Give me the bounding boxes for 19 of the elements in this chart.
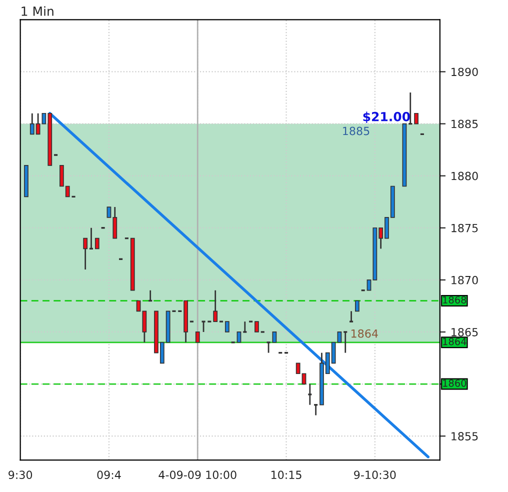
y-tick-label: 1870 <box>452 276 478 284</box>
y-tick-label: 1880 <box>452 172 478 180</box>
y-tick-label: 1855 <box>452 432 478 440</box>
band-label: $21.00 <box>363 112 410 124</box>
x-tick-label: 4-09-09 10:00 <box>158 470 236 480</box>
ref-line-label: 1868 <box>443 296 466 304</box>
y-tick-label: 1865 <box>452 328 478 336</box>
annotation: 1885 <box>343 126 370 136</box>
x-tick-label: 10:15 <box>271 470 302 480</box>
x-tick-label: 09:4 <box>97 470 121 480</box>
annotation: 1864 <box>351 329 378 338</box>
y-tick-label: 1885 <box>452 120 478 128</box>
chart-title: 1 Min <box>22 6 54 16</box>
y-tick-label: 1875 <box>452 224 478 232</box>
x-tick-label: 9-10:30 <box>354 470 396 480</box>
x-tick-label: 9:30 <box>8 470 32 480</box>
ref-line-label: 1860 <box>443 379 466 387</box>
y-tick-label: 1890 <box>452 68 478 76</box>
ref-line-label: 1864 <box>443 338 466 346</box>
